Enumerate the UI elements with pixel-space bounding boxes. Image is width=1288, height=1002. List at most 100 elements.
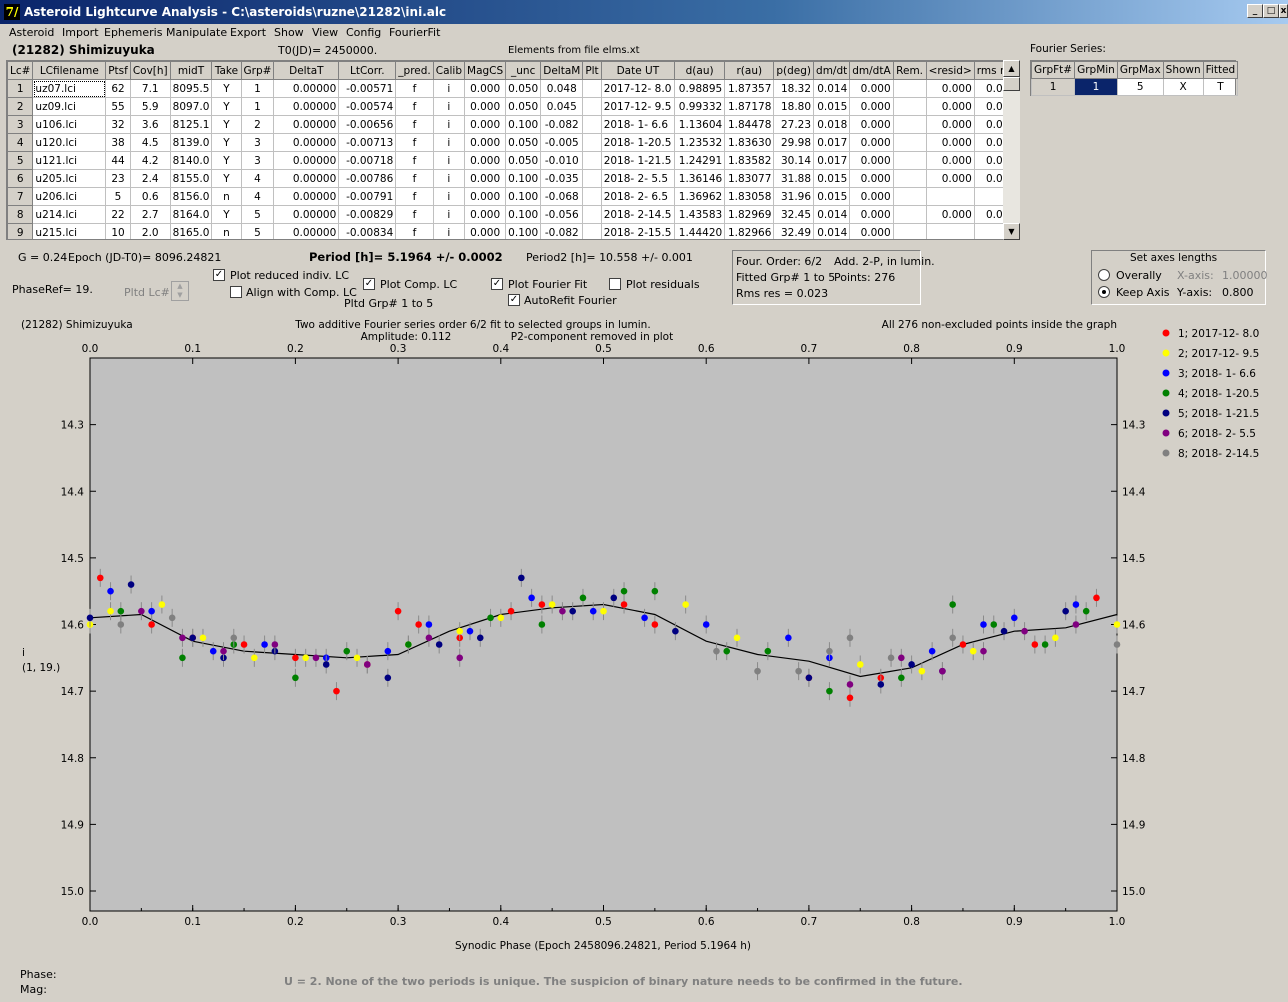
table-cell[interactable]: u215.lci [32,223,107,239]
table-cell[interactable]: 0.000 [464,169,507,188]
table-cell[interactable]: 0.000 [849,223,894,239]
table-cell[interactable] [582,151,602,170]
table-cell[interactable]: 0.000 [849,205,894,224]
table-cell[interactable]: f [395,187,434,206]
table-cell[interactable]: -0.00829 [338,205,397,224]
column-header[interactable]: midT [169,61,213,80]
table-cell[interactable] [925,223,975,239]
table-cell[interactable]: -0.00834 [338,223,397,239]
maximize-button[interactable]: □ [1263,4,1279,18]
table-cell[interactable]: 1.84478 [724,115,775,134]
table-cell[interactable]: 0.00000 [273,223,340,239]
table-cell[interactable]: 1.24291 [674,151,726,170]
table-cell[interactable]: 0.050 [505,151,542,170]
table-cell[interactable]: 2018- 2-15.5 [600,223,676,239]
table-cell[interactable] [892,115,927,134]
table-cell[interactable]: u206.lci [32,187,107,206]
plot-residuals-checkbox[interactable] [609,278,621,290]
table-cell[interactable]: 0.000 [849,169,894,188]
table-row[interactable]: 3 u106.lci 32 3.6 8125.1 Y 2 0.00000 -0.00656 f i 0… [7,115,1019,134]
column-header[interactable]: Take [211,61,242,80]
table-cell[interactable]: 3 [240,151,275,170]
table-cell[interactable]: f [395,115,434,134]
column-header[interactable]: Grp# [240,61,275,80]
table-cell[interactable]: 0.014 [813,223,851,239]
plot-comp-checkbox[interactable]: ✓ [363,278,375,290]
column-header[interactable]: Cov[h] [129,61,171,80]
table-cell[interactable]: 2017-12- 8.0 [600,79,676,98]
column-header[interactable]: Plt [582,61,602,80]
table-cell[interactable]: 0.100 [505,205,542,224]
table-cell[interactable] [892,97,927,116]
table-cell[interactable]: 8140.0 [169,151,213,170]
table-cell[interactable]: 32.49 [773,223,815,239]
table-cell[interactable]: 0.000 [925,205,975,224]
table-cell[interactable]: i [432,223,466,239]
table-cell[interactable]: 0.000 [849,79,894,98]
table-cell[interactable]: 22 [105,205,131,224]
pltd-lc-spinner[interactable]: ▲ ▼ [171,281,189,301]
table-cell[interactable]: 2.7 [129,205,171,224]
table-cell[interactable]: Y [211,169,242,188]
table-cell[interactable]: 0.015 [813,169,851,188]
table-cell[interactable]: 0.000 [464,79,507,98]
table-cell[interactable]: 0.017 [813,133,851,152]
overally-radio[interactable] [1098,269,1110,281]
row-number[interactable]: 4 [7,133,34,152]
table-cell[interactable]: 4 [240,187,275,206]
table-cell[interactable]: u121.lci [32,151,107,170]
table-cell[interactable]: 2018- 1-21.5 [600,151,676,170]
table-cell[interactable]: 5 [240,223,275,239]
table-cell[interactable]: uz07.lci [32,79,107,98]
table-cell[interactable]: 2018- 1- 6.6 [600,115,676,134]
table-cell[interactable]: 0.000 [849,133,894,152]
table-cell[interactable] [582,79,602,98]
table-cell[interactable]: 0.000 [464,223,507,239]
table-cell[interactable]: -0.056 [540,205,584,224]
table-cell[interactable]: 0.000 [464,205,507,224]
table-cell[interactable]: 1.43583 [674,205,726,224]
table-cell[interactable]: 1.23532 [674,133,726,152]
table-row[interactable]: 4 u120.lci 38 4.5 8139.0 Y 3 0.00000 -0.00713 f i 0… [7,133,1019,152]
column-header[interactable]: d(au) [674,61,726,80]
table-cell[interactable]: 8156.0 [169,187,213,206]
table-cell[interactable]: i [432,115,466,134]
table-cell[interactable]: 3.6 [129,115,171,134]
lightcurve-table[interactable]: Lc# LCfilename Ptsf Cov[h] midT Take Grp# Delta… [6,60,1020,240]
table-cell[interactable]: 8139.0 [169,133,213,152]
table-cell[interactable]: Y [211,79,242,98]
table-cell[interactable]: -0.035 [540,169,584,188]
column-header[interactable]: p(deg) [773,61,815,80]
table-cell[interactable]: 2018- 1-20.5 [600,133,676,152]
table-cell[interactable]: 0.00000 [273,97,340,116]
xaxis-value[interactable]: 1.00000 [1222,269,1268,282]
table-cell[interactable]: 0.99332 [674,97,726,116]
table-cell[interactable]: 32.45 [773,205,815,224]
table-cell[interactable]: 0.015 [813,97,851,116]
table-cell[interactable]: 0.000 [925,115,975,134]
menu-manipulate[interactable]: Manipulate [166,26,228,39]
row-number[interactable]: 3 [7,115,34,134]
table-cell[interactable]: u205.lci [32,169,107,188]
table-cell[interactable]: 7.1 [129,79,171,98]
table-cell[interactable] [582,169,602,188]
table-cell[interactable]: u120.lci [32,133,107,152]
table-cell[interactable]: n [211,223,242,239]
row-number[interactable]: 8 [7,205,34,224]
table-scrollbar[interactable]: ▲ ▼ [1003,60,1020,240]
column-header[interactable]: Calib [432,61,466,80]
table-cell[interactable]: 8164.0 [169,205,213,224]
column-header[interactable]: <resid> [925,61,975,80]
table-cell[interactable]: 1.83058 [724,187,775,206]
minimize-button[interactable]: _ [1247,4,1263,18]
table-row[interactable]: 6 u205.lci 23 2.4 8155.0 Y 4 0.00000 -0.00786 f i 0… [7,169,1019,188]
table-cell[interactable]: 18.80 [773,97,815,116]
table-cell[interactable]: 8155.0 [169,169,213,188]
table-cell[interactable]: 1.82966 [724,223,775,239]
table-row[interactable]: 8 u214.lci 22 2.7 8164.0 Y 5 0.00000 -0.00829 f i 0… [7,205,1019,224]
table-cell[interactable]: 0.014 [813,79,851,98]
table-cell[interactable]: 18.32 [773,79,815,98]
column-header[interactable]: Date UT [600,61,676,80]
table-cell[interactable]: 0.00000 [273,187,340,206]
table-cell[interactable]: 0.00000 [273,151,340,170]
